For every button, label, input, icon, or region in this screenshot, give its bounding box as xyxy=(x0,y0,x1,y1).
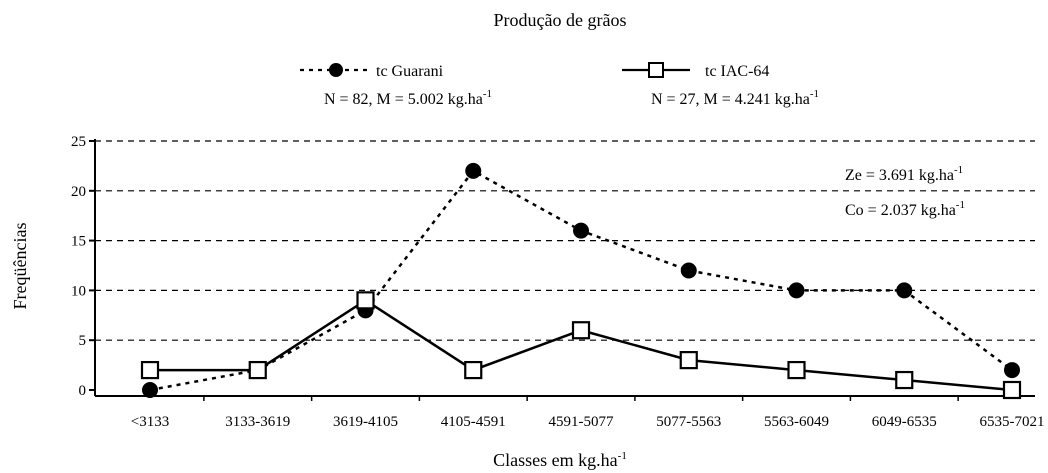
chart-title: Produção de grãos xyxy=(494,10,627,30)
x-axis-label-main: Classes em kg.ha xyxy=(493,450,617,470)
marker xyxy=(679,351,698,370)
marker xyxy=(573,222,589,239)
marker xyxy=(1002,380,1022,400)
legend-marker xyxy=(648,62,664,78)
x-tick-label: 3619-4105 xyxy=(333,414,398,430)
marker xyxy=(140,360,160,380)
x-tick-label: 5563-6049 xyxy=(764,414,829,430)
marker xyxy=(571,321,591,340)
x-tick-label: 6535-7021 xyxy=(980,414,1045,430)
marker xyxy=(787,360,806,380)
series-line xyxy=(150,298,1013,392)
annotation-main: Co = 2.037 kg.ha xyxy=(845,202,956,219)
annotation-sup: -1 xyxy=(954,164,963,176)
y-axis-label: Freqüências xyxy=(10,223,30,310)
annotation: Ze = 3.691 kg.ha-1 xyxy=(845,164,963,184)
y-tick-label: 0 xyxy=(79,383,87,399)
legend-label: tc Guarani xyxy=(376,63,444,80)
annotation: Co = 2.037 kg.ha-1 xyxy=(845,199,965,219)
x-tick-label: 4105-4591 xyxy=(441,414,506,430)
x-tick-label: 3133-3619 xyxy=(225,414,290,430)
marker xyxy=(142,382,158,398)
legend-note-sup: -1 xyxy=(810,88,819,100)
annotation-main: Ze = 3.691 kg.ha xyxy=(845,167,954,184)
marker xyxy=(248,360,267,380)
y-tick-label: 20 xyxy=(71,184,86,200)
x-tick-label: 6049-6535 xyxy=(872,414,937,430)
y-tick-label: 5 xyxy=(79,333,87,349)
legend-marker xyxy=(329,63,343,77)
x-tick-label: 5077-5563 xyxy=(656,414,721,430)
marker xyxy=(465,162,482,179)
marker xyxy=(680,262,697,279)
marker xyxy=(464,360,483,380)
legend-note-sup: -1 xyxy=(483,88,492,100)
x-axis-label-sup: -1 xyxy=(618,450,627,462)
annotation-sup: -1 xyxy=(956,199,965,211)
marker xyxy=(895,370,914,390)
legend-note: N = 82, M = 5.002 kg.ha-1 xyxy=(324,88,492,108)
legend-note: N = 27, M = 4.241 kg.ha-1 xyxy=(651,88,819,108)
legend-note-main: N = 27, M = 4.241 kg.ha xyxy=(651,91,810,108)
x-tick-label: 4591-5077 xyxy=(549,414,614,430)
marker xyxy=(356,291,375,310)
legend-label: tc IAC-64 xyxy=(705,63,769,80)
y-tick-label: 15 xyxy=(71,234,86,250)
x-axis-label: Classes em kg.ha-1 xyxy=(493,450,627,470)
marker xyxy=(1004,362,1020,379)
marker xyxy=(788,282,805,299)
legend-note-main: N = 82, M = 5.002 kg.ha xyxy=(324,91,483,108)
marker xyxy=(896,282,913,299)
y-tick-label: 25 xyxy=(71,134,86,150)
y-tick-label: 10 xyxy=(71,283,86,299)
x-tick-label: <3133 xyxy=(131,414,169,430)
